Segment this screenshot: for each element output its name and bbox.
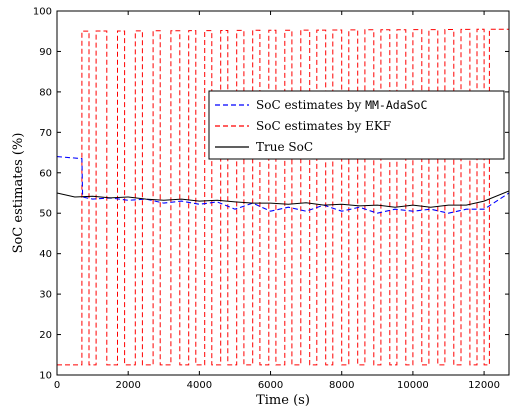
y-tick-label: 20	[39, 330, 52, 341]
y-tick-label: 10	[39, 371, 52, 382]
tick-labels: 0 2000 4000 6000 8000 10000 12000 10 20 30 40 50 60 7…	[33, 7, 500, 392]
legend-label-mm-adasoc: SoC estimates by MM-AdaSoC	[256, 98, 427, 112]
x-tick-label: 12000	[468, 380, 500, 391]
y-axis-label: SoC estimates (%)	[11, 133, 26, 254]
x-tick-label: 6000	[258, 380, 283, 391]
x-tick-label: 4000	[187, 380, 212, 391]
y-tick-label: 80	[39, 87, 52, 98]
series-layer	[56, 28, 510, 366]
series-line-true-soc	[56, 190, 510, 208]
y-tick-label: 90	[39, 47, 52, 58]
y-tick-label: 70	[39, 128, 52, 139]
legend-method-ekf: EKF	[365, 119, 391, 133]
legend-label-ekf: SoC estimates by EKF	[256, 119, 391, 133]
y-tick-label: 50	[39, 209, 52, 220]
y-tick-label: 60	[39, 168, 52, 179]
x-tick-label: 8000	[329, 380, 354, 391]
x-tick-label: 2000	[115, 380, 140, 391]
y-tick-label: 30	[39, 290, 52, 301]
series-line-mm-adasoc	[56, 156, 510, 214]
x-tick-label: 10000	[397, 380, 429, 391]
y-tick-label: 100	[33, 7, 52, 18]
legend-label-true-soc: True SoC	[256, 140, 313, 154]
tick-marks	[56, 10, 509, 376]
x-axis-label: Time (s)	[256, 393, 310, 408]
legend-prefix-ekf: SoC estimates by	[256, 119, 365, 133]
legend-box	[208, 90, 505, 160]
plot-frame	[56, 10, 510, 376]
legend-method-mm-adasoc: MM-AdaSoC	[365, 98, 427, 112]
legend-prefix-mm-adasoc: SoC estimates by	[256, 98, 365, 112]
y-tick-label: 40	[39, 249, 52, 260]
x-tick-label: 0	[54, 380, 60, 391]
legend: SoC estimates by MM-AdaSoC SoC estimates…	[208, 90, 505, 160]
